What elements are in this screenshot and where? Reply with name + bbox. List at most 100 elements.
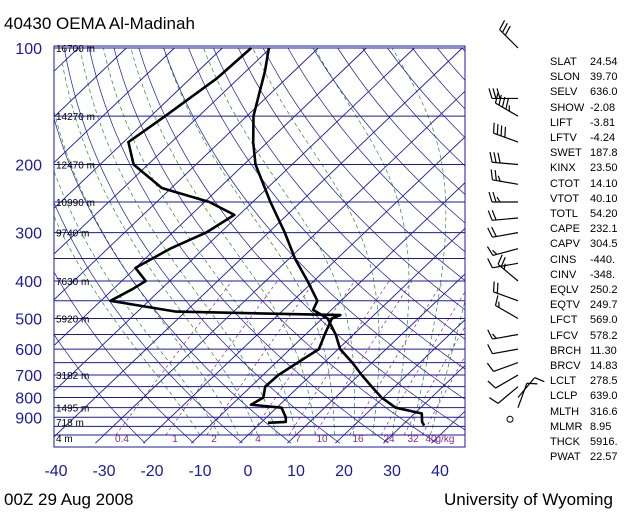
barb-feather	[492, 281, 495, 292]
index-row: SLAT 24.54	[550, 56, 618, 68]
height-label: 7630 m	[56, 277, 89, 288]
height-label: 4 m	[56, 434, 73, 445]
index-name: BRCH	[550, 344, 582, 357]
temperature-tick-label: -10	[188, 463, 211, 480]
index-row: SHOW -2.08	[550, 102, 615, 114]
temperature-tick-label: 40	[431, 463, 449, 480]
barb-shaft	[492, 333, 519, 340]
index-row: MLMR 8.95	[550, 421, 611, 433]
index-value: 14.83	[590, 360, 618, 372]
index-name: SLON	[550, 71, 580, 84]
dry-adiabat-line	[138, 47, 465, 431]
wind-barb	[517, 377, 545, 398]
barb-feather	[501, 22, 508, 33]
index-value: 5916.	[590, 436, 618, 448]
isotherm-line	[383, 364, 465, 444]
index-name: TOTL	[550, 208, 578, 220]
index-name: LIFT	[550, 116, 573, 129]
barb-feather	[494, 170, 497, 181]
index-name: SWET	[550, 147, 582, 160]
index-name: SLAT	[550, 56, 577, 68]
barb-feather	[492, 122, 495, 134]
temperature-tick-label: -20	[140, 463, 163, 480]
barb-shaft	[497, 386, 519, 404]
index-value: 187.8	[590, 147, 618, 160]
index-value: 636.0	[590, 86, 618, 99]
temperature-tick-label: -30	[92, 463, 115, 480]
barb-feather	[491, 210, 497, 221]
wind-barb	[487, 210, 519, 221]
index-row: CINV -348.	[550, 269, 615, 281]
moist-adiabat-line	[430, 299, 465, 436]
index-value: 639.0	[590, 390, 618, 403]
barb-feather	[496, 124, 499, 135]
barb-shaft	[499, 29, 519, 49]
dry-adiabat-line	[237, 47, 465, 311]
index-value: 578.2	[590, 329, 618, 342]
dry-adiabat-line	[54, 333, 146, 444]
index-value: 23.50	[590, 162, 618, 175]
height-label: 9740 m	[56, 229, 89, 240]
barb-feather	[505, 98, 509, 110]
mixing-ratio-line	[165, 280, 278, 436]
barb-feather	[493, 152, 497, 163]
height-label: 718 m	[56, 418, 84, 429]
height-labels: 16700 m 14270 m 12470 m 10990 m 9740 m 7630 m…	[56, 44, 95, 445]
index-row: CAPE 232.1	[550, 223, 618, 235]
index-name: KINX	[550, 162, 576, 175]
wind-barb	[494, 92, 519, 117]
pressure-tick-label: 100	[15, 41, 42, 58]
barb-shaft	[492, 232, 519, 238]
barb-feather	[496, 196, 501, 203]
pressure-tick-label: 200	[15, 157, 42, 174]
wind-barb	[492, 122, 519, 143]
index-row: KINX 23.50	[550, 162, 618, 174]
dry-adiabat-line	[113, 47, 438, 444]
barb-feather	[491, 226, 497, 237]
pressure-tick-label: 300	[15, 226, 42, 243]
wind-barb	[499, 20, 519, 49]
index-name: CAPE	[550, 223, 580, 236]
barb-feather	[492, 191, 497, 203]
temperature-tick-label: 10	[287, 463, 305, 480]
height-label: 10990 m	[56, 198, 95, 209]
index-value: 8.95	[590, 420, 612, 433]
isotherm-line	[54, 47, 175, 164]
index-row: BRCV 14.83	[550, 360, 618, 372]
wind-barb	[488, 88, 518, 100]
barb-feather	[490, 169, 493, 180]
isotherm-line	[54, 47, 319, 301]
barb-feather	[526, 382, 538, 385]
index-name: MLTH	[550, 405, 580, 418]
wind-barb	[486, 362, 519, 373]
index-value: 278.5	[590, 375, 618, 388]
barb-feather	[486, 246, 494, 256]
barb-shaft	[492, 217, 519, 221]
barb-feather	[496, 282, 499, 294]
index-value: -3.81	[590, 116, 616, 129]
mixing-ratio-line	[349, 280, 444, 436]
dry-adiabat-line	[262, 47, 465, 282]
temperature-profile-line	[251, 47, 426, 427]
barb-feather	[487, 227, 493, 238]
index-name: CINS	[550, 253, 577, 266]
wind-barb	[517, 382, 538, 408]
index-value: 24.54	[590, 56, 618, 68]
height-label: 12470 m	[56, 160, 95, 171]
isotherm-line	[287, 273, 465, 444]
index-value: 304.5	[590, 238, 618, 251]
index-value: 54.20	[590, 208, 618, 220]
moist-adiabat-line	[54, 215, 201, 436]
index-name: BRCV	[550, 360, 581, 372]
mixing-ratio-label: 32	[407, 434, 419, 445]
station-title: 40430 OEMA Al-Madinah	[4, 14, 195, 33]
index-value: 249.7	[590, 299, 618, 312]
dry-adiabat-line	[54, 201, 243, 444]
barb-feather	[499, 20, 506, 30]
wind-barb	[486, 246, 519, 256]
mixing-ratio-labels: 0.4 1 2 4 7 10 16 24 32 40g/kg	[115, 434, 454, 445]
barb-feather	[504, 126, 507, 138]
index-row: VTOT 40.10	[550, 193, 618, 205]
isotherm-line	[239, 227, 465, 444]
barb-feather	[487, 344, 493, 354]
